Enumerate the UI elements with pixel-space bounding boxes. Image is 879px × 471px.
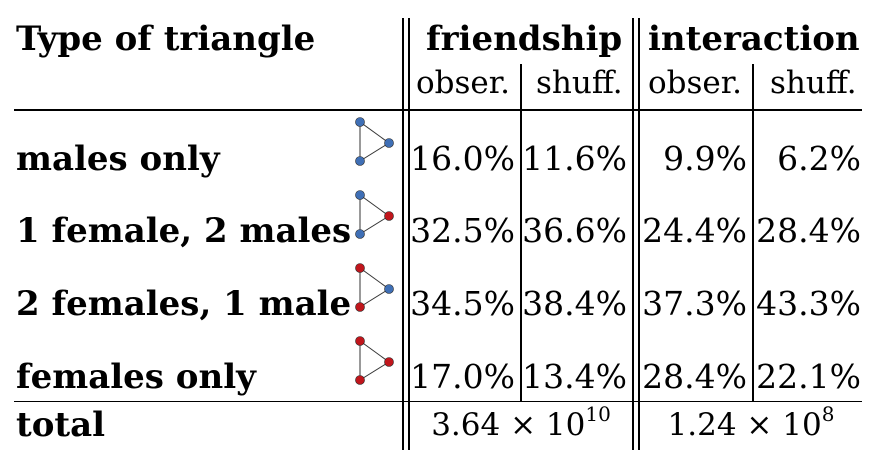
cell-1f2m-friendship-shuff: 36.6% [522, 211, 627, 250]
total-friendship: 3.64 × 1010 [431, 402, 611, 443]
cell-2f1m-interaction-obser: 37.3% [642, 284, 747, 323]
cell-2f1m-interaction-shuff: 43.3% [756, 284, 861, 323]
friendship-shuff-header: shuff. [536, 65, 623, 101]
row-label-females-only: females only [16, 357, 256, 397]
cell-1f2m-friendship-obser: 32.5% [410, 211, 515, 250]
cell-females-interaction-obser: 28.4% [642, 357, 747, 396]
cell-1f2m-interaction-shuff: 28.4% [756, 211, 861, 250]
node-bottom [355, 156, 365, 166]
friendship-sub-rule [520, 64, 522, 401]
total-rule [14, 401, 862, 402]
interaction-sub-rule [752, 64, 754, 401]
node-top [355, 263, 365, 273]
interaction-header: interaction [648, 19, 860, 59]
node-right [384, 284, 394, 294]
interaction-shuff-header: shuff. [770, 65, 857, 101]
node-right [384, 211, 394, 221]
double-rule-mid-b [638, 18, 640, 450]
interaction-obser-header: obser. [648, 65, 743, 101]
cell-males-interaction-shuff: 6.2% [777, 139, 861, 178]
node-right [384, 357, 394, 367]
cell-2f1m-friendship-obser: 34.5% [410, 284, 515, 323]
triangle-icon-females-only [355, 336, 394, 385]
header-rule [14, 109, 862, 111]
node-right [384, 138, 394, 148]
node-bottom [355, 302, 365, 312]
row-label-2-females-1-male: 2 females, 1 male [16, 284, 352, 324]
cell-females-friendship-obser: 17.0% [410, 357, 515, 396]
cell-females-friendship-shuff: 13.4% [522, 357, 627, 396]
triangle-icon-males-only [355, 117, 394, 166]
friendship-header: friendship [426, 19, 623, 59]
cell-males-interaction-obser: 9.9% [663, 139, 747, 178]
node-top [355, 336, 365, 346]
cell-2f1m-friendship-shuff: 38.4% [522, 284, 627, 323]
double-rule-left-a [402, 18, 404, 450]
double-rule-left-b [408, 18, 410, 450]
row-label-males-only: males only [16, 139, 220, 179]
cell-1f2m-interaction-obser: 24.4% [642, 211, 747, 250]
triangle-icon-1-female-2-males [355, 190, 394, 239]
node-top [355, 117, 365, 127]
type-of-triangle-header: Type of triangle [16, 19, 316, 59]
triangle-icon-2-females-1-male [355, 263, 394, 312]
cell-males-friendship-obser: 16.0% [410, 139, 515, 178]
total-label: total [16, 405, 106, 445]
cell-males-friendship-shuff: 11.6% [522, 139, 627, 178]
friendship-obser-header: obser. [416, 65, 511, 101]
row-label-1-female-2-males: 1 female, 2 males [16, 211, 352, 251]
double-rule-mid-a [632, 18, 634, 450]
total-interaction: 1.24 × 108 [667, 402, 835, 443]
node-bottom [355, 375, 365, 385]
node-top [355, 190, 365, 200]
node-bottom [355, 229, 365, 239]
cell-females-interaction-shuff: 22.1% [756, 357, 861, 396]
